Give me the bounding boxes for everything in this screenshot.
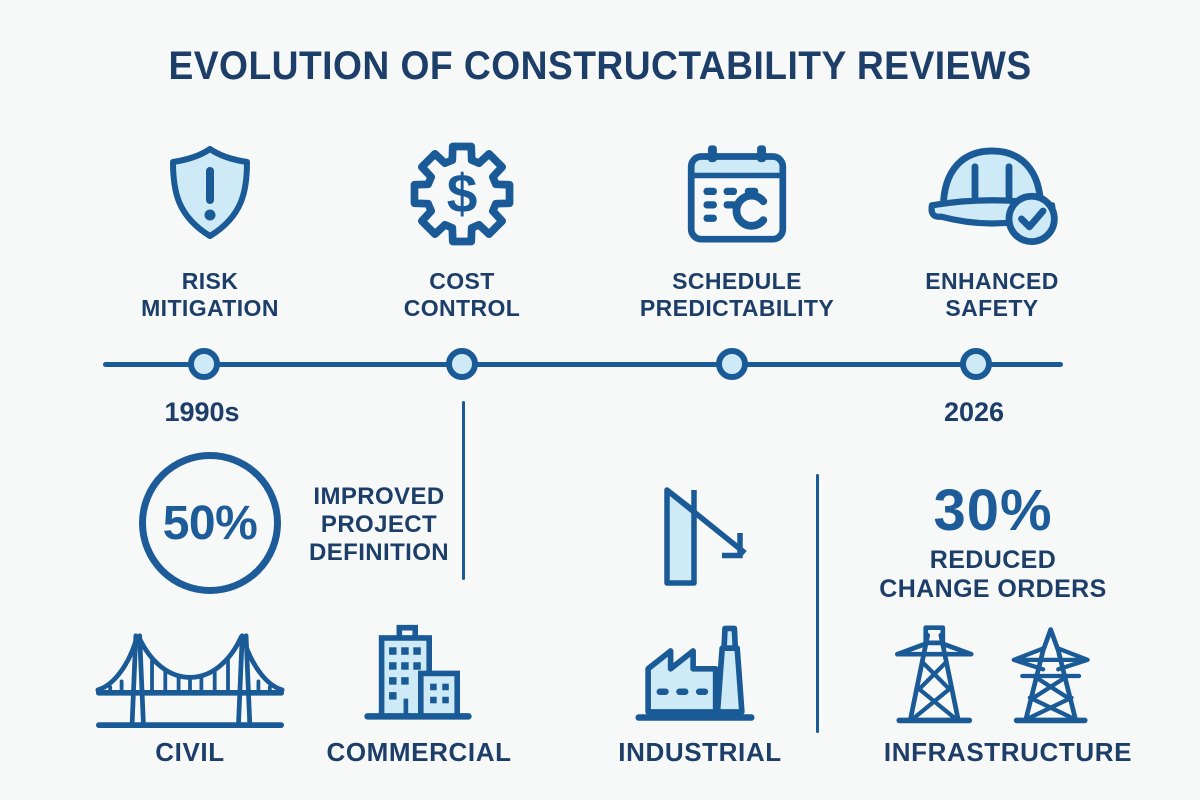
divider-left	[462, 401, 465, 580]
benefit-label-line2: SAFETY	[945, 295, 1039, 321]
calendar-icon	[617, 132, 857, 256]
timeline-node-2	[446, 348, 478, 380]
benefit-label-line1: RISK	[181, 268, 239, 294]
declining-trend-icon	[645, 483, 749, 589]
benefit-cost-control: $ COST CONTROL	[342, 132, 582, 322]
timeline-node-3	[716, 348, 748, 380]
timeline-node-2026	[960, 348, 992, 380]
stat-value-30: 30%	[933, 478, 1053, 543]
factory-icon	[634, 620, 756, 725]
svg-text:$: $	[447, 163, 478, 225]
benefit-label: ENHANCED SAFETY	[872, 268, 1112, 322]
timeline-node-1990s	[188, 348, 220, 380]
year-start-label: 1990s	[164, 397, 240, 427]
buildings-icon	[362, 620, 474, 725]
shield-exclamation-icon	[90, 132, 330, 256]
benefit-label-line2: PREDICTABILITY	[639, 295, 835, 321]
benefit-label-line2: MITIGATION	[141, 295, 279, 321]
stat-right-line1: REDUCED	[929, 546, 1057, 574]
stat-right-description: REDUCED CHANGE ORDERS	[843, 546, 1143, 604]
sector-label-industrial: INDUSTRIAL	[618, 737, 782, 767]
bridge-icon	[95, 626, 285, 733]
page-title-text: EVOLUTION OF CONSTRUCTABILITY REVIEWS	[168, 44, 1032, 88]
divider-right	[816, 474, 819, 733]
benefit-label: SCHEDULE PREDICTABILITY	[617, 268, 857, 322]
stat-left-line1: IMPROVED	[313, 483, 445, 510]
stat-left-description: IMPROVED PROJECT DEFINITION	[279, 483, 479, 567]
benefit-risk-mitigation: RISK MITIGATION	[90, 132, 330, 322]
page-title: EVOLUTION OF CONSTRUCTABILITY REVIEWS	[0, 44, 1200, 89]
benefit-schedule-predictability: SCHEDULE PREDICTABILITY	[617, 132, 857, 322]
stat-left-line2: PROJECT	[320, 511, 438, 538]
benefit-enhanced-safety: ENHANCED SAFETY	[872, 132, 1112, 322]
stat-circle-50: 50%	[139, 452, 281, 594]
benefit-label-line1: COST	[429, 268, 495, 294]
stat-left-line3: DEFINITION	[309, 539, 449, 566]
year-end-label: 2026	[943, 397, 1005, 427]
hardhat-check-icon	[872, 132, 1112, 256]
transmission-towers-icon	[878, 622, 1106, 728]
stat-right-line2: CHANGE ORDERS	[879, 575, 1107, 603]
benefit-label-line1: ENHANCED	[925, 268, 1059, 294]
benefit-label: RISK MITIGATION	[90, 268, 330, 322]
sector-label-civil: CIVIL	[155, 737, 225, 767]
stat-value-50: 50%	[162, 496, 258, 550]
sector-label-infrastructure: INFRASTRUCTURE	[883, 737, 1133, 767]
gear-dollar-icon: $	[342, 132, 582, 256]
timeline-line	[103, 362, 1063, 367]
sector-label-commercial: COMMERCIAL	[326, 737, 512, 767]
benefit-label-line2: CONTROL	[403, 295, 521, 321]
benefit-label-line1: SCHEDULE	[672, 268, 802, 294]
benefit-label: COST CONTROL	[342, 268, 582, 322]
